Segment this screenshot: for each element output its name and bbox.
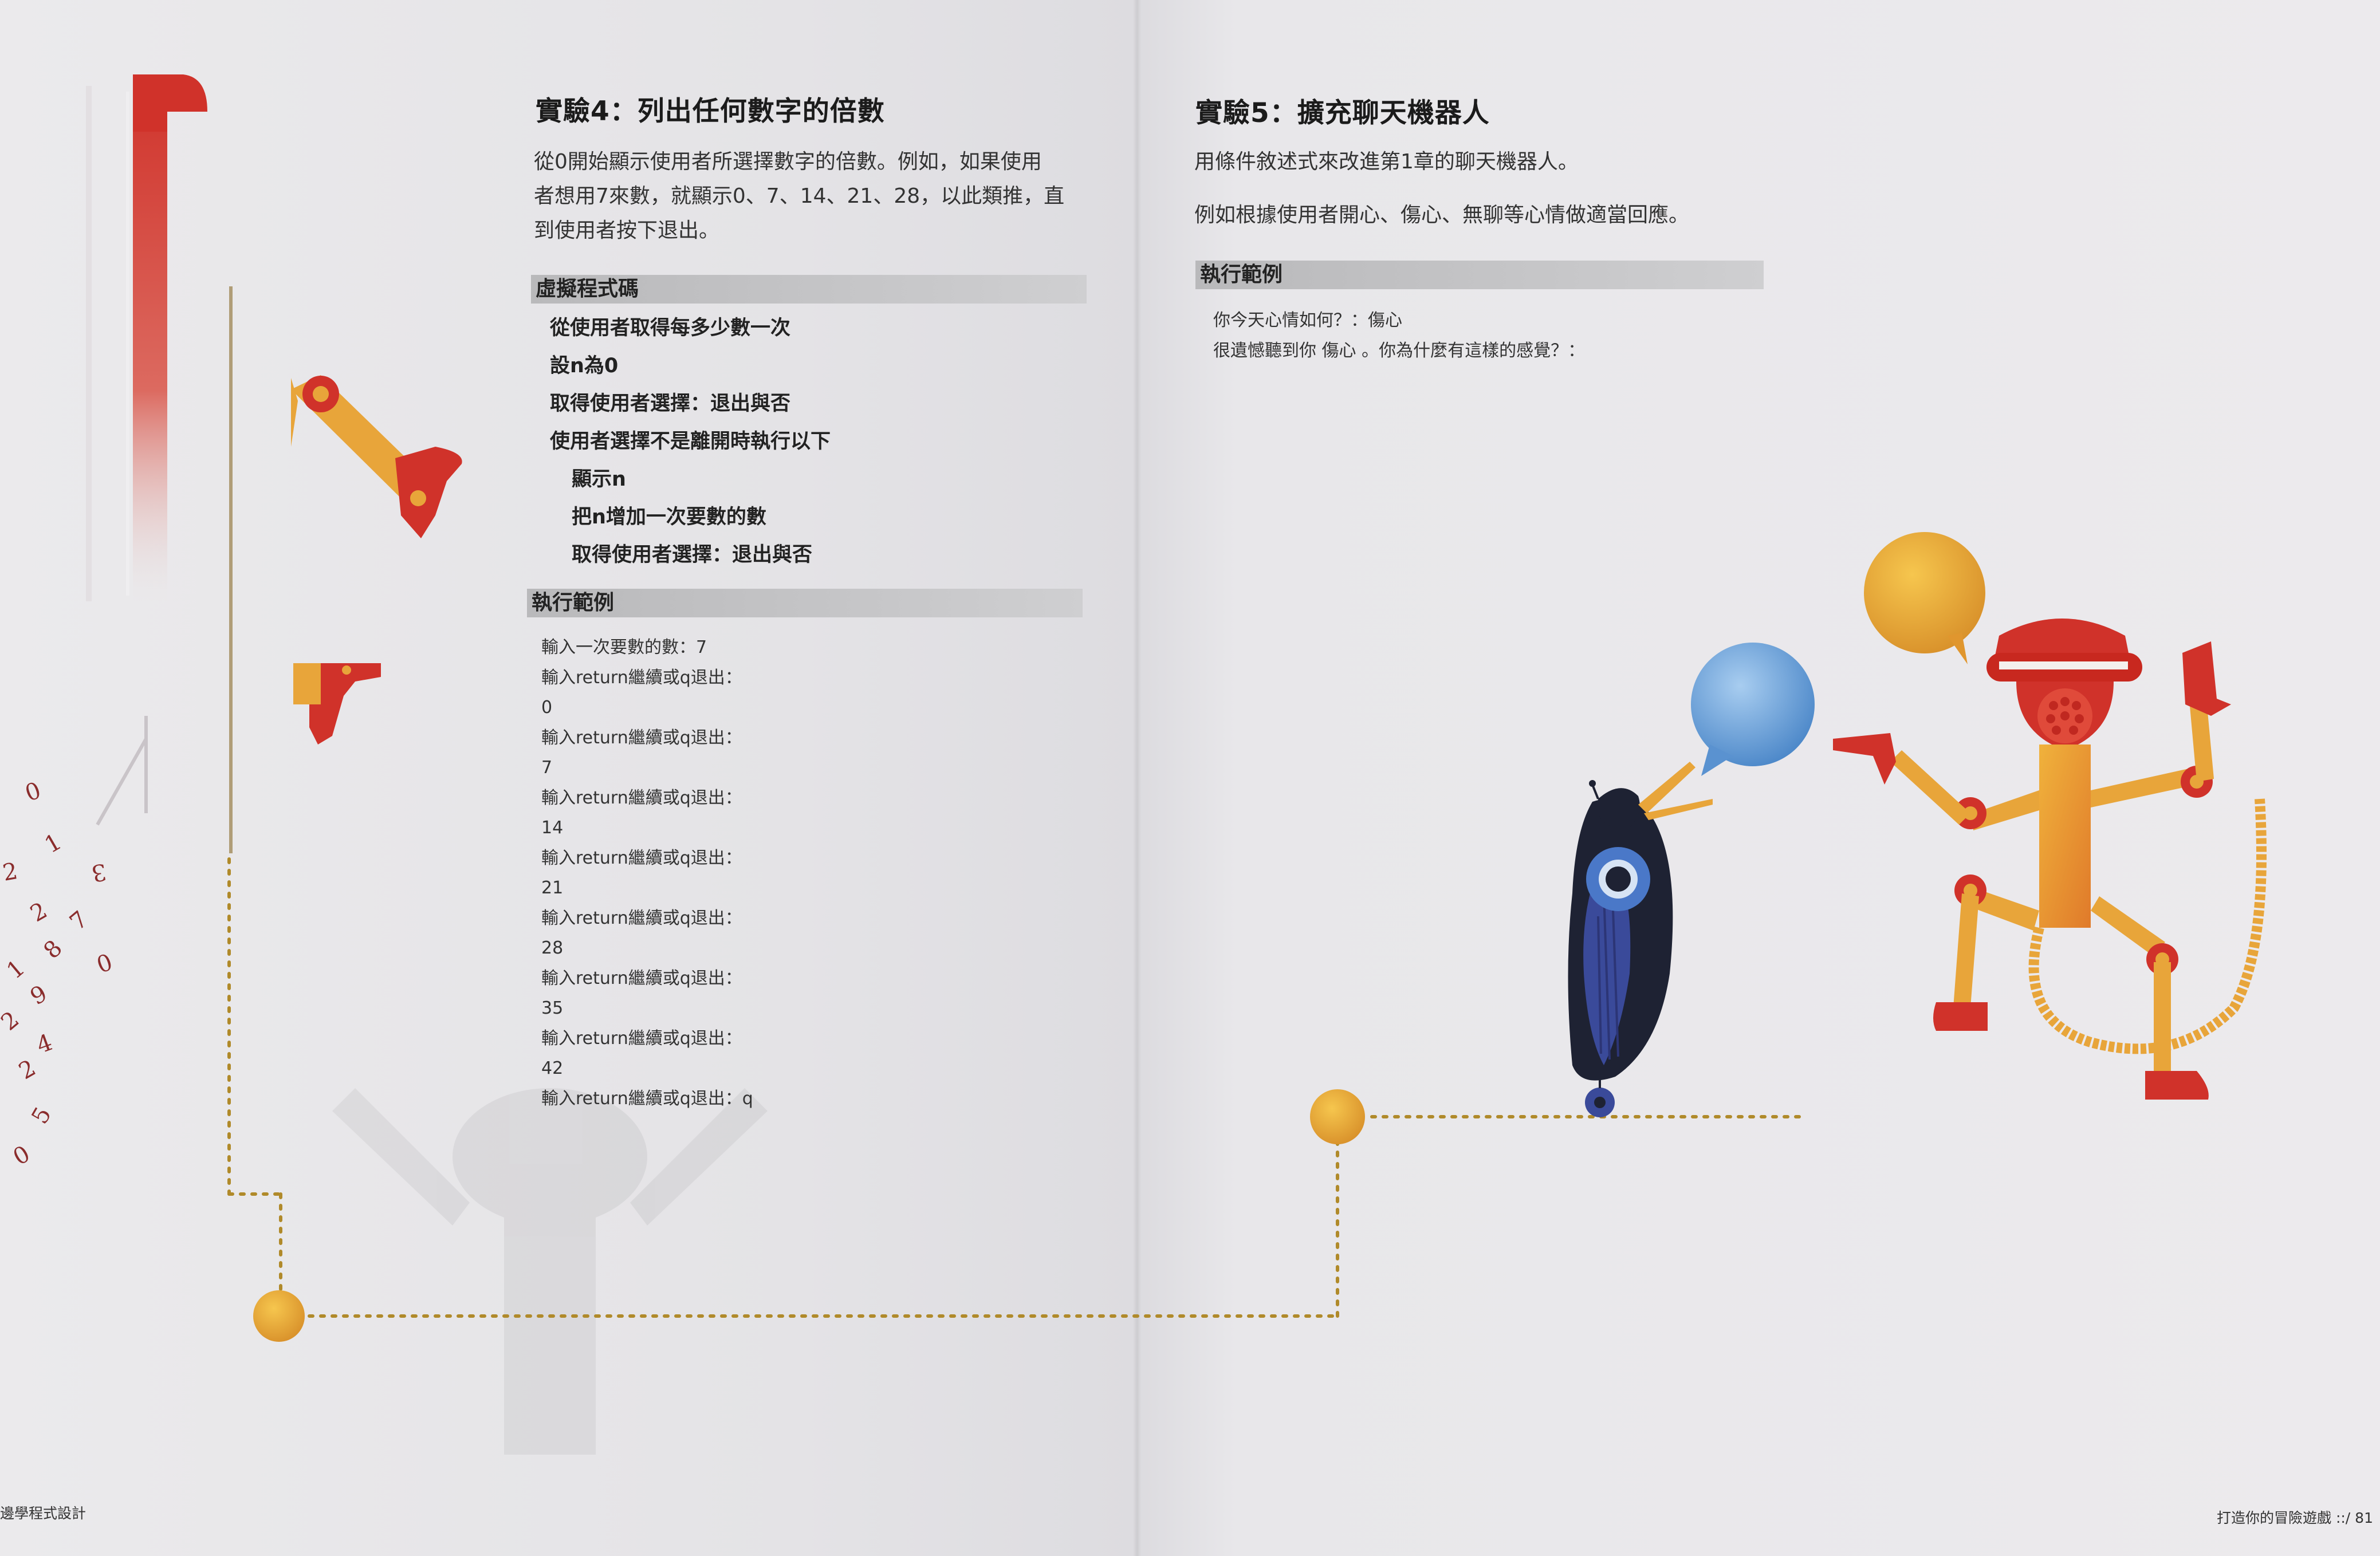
- example-line: 14: [541, 818, 564, 838]
- example-line: 很遺憾聽到你 傷心 。你為什麼有這樣的感覺？：: [1213, 340, 1586, 361]
- description-line: 到使用者按下退出。: [534, 219, 720, 242]
- example-line: 輸入return繼續或q退出：: [541, 727, 742, 748]
- dotted-path-left: [227, 857, 1339, 1342]
- example-output-right: 你今天心情如何？：傷心 很遺憾聽到你 傷心 。你為什麼有這樣的感覺？：: [1213, 306, 1585, 366]
- robot-arm-illustration: [86, 74, 462, 853]
- example-output-left: 輸入一次要數的數：7 輸入return繼續或q退出： 0 輸入return繼續或…: [541, 633, 753, 1114]
- experiment-5-heading: 實驗5：擴充聊天機器人: [1195, 97, 1490, 129]
- footer-right: 打造你的冒險遊戲 ::/ 81: [2217, 1510, 2373, 1526]
- example-line: 輸入return繼續或q退出：: [541, 908, 742, 928]
- speech-bubble-blue: [1691, 643, 1815, 776]
- faint-robot-silhouette: [332, 1088, 768, 1455]
- experiment-4-description: 從0開始顯示使用者所選擇數字的倍數。例如，如果使用 者想用7來數，就顯示0、7、…: [534, 145, 1107, 248]
- experiment-4-heading: 實驗4：列出任何數字的倍數: [536, 96, 885, 127]
- monkey-robot-illustration: [1833, 619, 2267, 1100]
- example-line: 0: [541, 698, 553, 718]
- speech-bubble-orange: [1864, 532, 1985, 664]
- description-line: 者想用7來數，就顯示0、7、14、21、28，以此類推，直: [534, 184, 1065, 208]
- pseudocode-line: 取得使用者選擇：退出與否: [572, 543, 813, 566]
- example-line: 輸入return繼續或q退出：: [541, 667, 742, 688]
- example-line: 輸入return繼續或q退出：: [541, 848, 742, 868]
- example-line: 輸入return繼續或q退出：: [541, 968, 742, 988]
- experiment-5-description-1: 用條件敘述式來改進第1章的聊天機器人。: [1194, 150, 1579, 174]
- example-line: 35: [541, 998, 564, 1018]
- pseudocode-heading-bar: 虛擬程式碼: [531, 275, 1087, 304]
- footer-left: 邊學程式設計: [0, 1505, 86, 1522]
- experiment-5-description-2: 例如根據使用者開心、傷心、無聊等心情做適當回應。: [1194, 203, 1690, 227]
- left-page: [0, 0, 1137, 1556]
- dotted-path-right: [1310, 1089, 1806, 1144]
- bird-robot-illustration: [1568, 762, 1713, 1117]
- book-spine: [1133, 0, 1141, 1556]
- example-line: 21: [541, 878, 564, 898]
- pseudocode-line: 使用者選擇不是離開時執行以下: [550, 430, 831, 453]
- example-line: 輸入return繼續或q退出：: [541, 1028, 742, 1049]
- pseudocode-line: 從使用者取得每多少數一次: [550, 317, 791, 340]
- example-line: 輸入一次要數的數：7: [541, 637, 707, 657]
- example-line: 7: [541, 758, 553, 778]
- pseudocode-line: 取得使用者選擇：退出與否: [550, 392, 791, 415]
- description-line: 從0開始顯示使用者所選擇數字的倍數。例如，如果使用: [534, 150, 1042, 174]
- pseudocode-block: 從使用者取得每多少數一次 設n為0 取得使用者選擇：退出與否 使用者選擇不是離開…: [550, 309, 831, 574]
- pseudocode-line: 設n為0: [550, 354, 619, 377]
- example-line: 42: [541, 1058, 564, 1078]
- pseudocode-line: 顯示n: [572, 468, 626, 491]
- pseudocode-line: 把n增加一次要數的數: [572, 506, 766, 529]
- example-heading-bar-left: 執行範例: [527, 589, 1083, 617]
- example-heading-bar-right: 執行範例: [1195, 261, 1764, 289]
- example-line: 你今天心情如何？：傷心: [1213, 310, 1402, 330]
- example-line: 輸入return繼續或q退出：q: [541, 1088, 753, 1109]
- example-line: 28: [541, 938, 564, 958]
- example-line: 輸入return繼續或q退出：: [541, 787, 742, 808]
